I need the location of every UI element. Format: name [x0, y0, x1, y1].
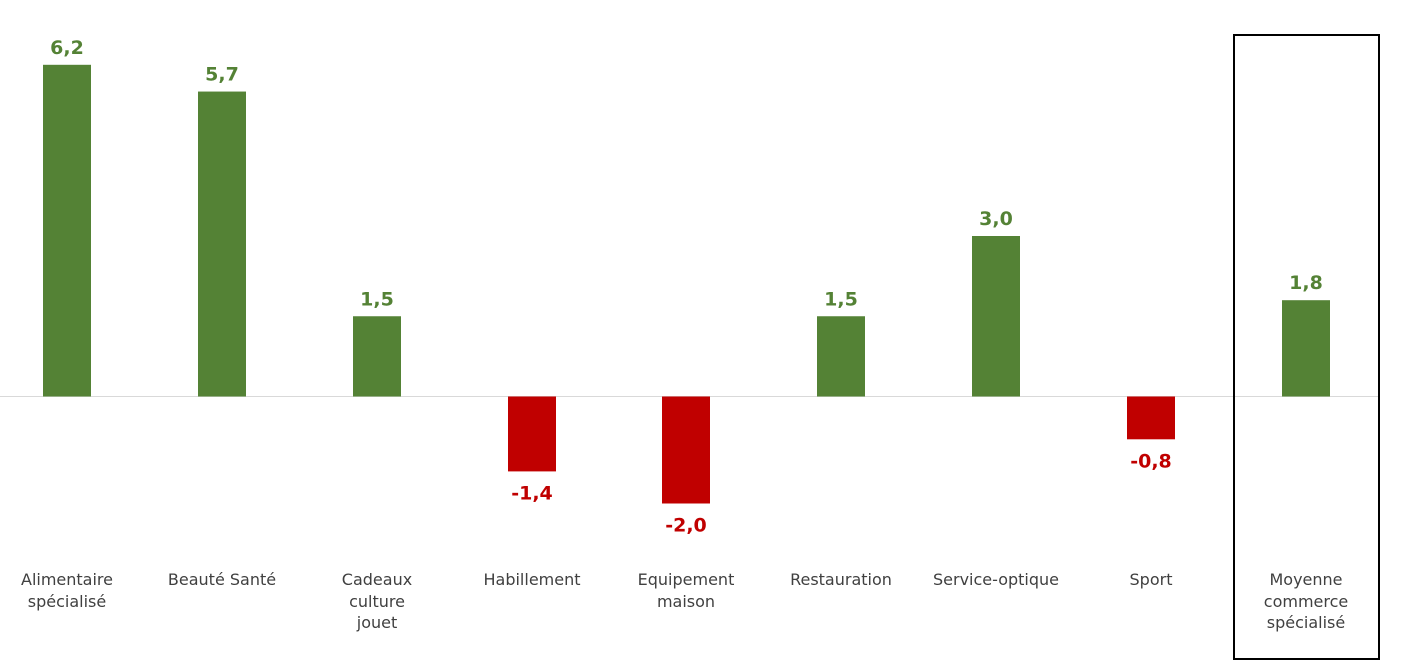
category-label: Service-optique: [921, 569, 1071, 591]
bar: [972, 236, 1020, 397]
value-label: 1,5: [360, 288, 394, 310]
category-label-line: Equipement: [637, 570, 735, 589]
average-highlight-box: [1233, 34, 1380, 660]
value-label: 3,0: [979, 208, 1013, 230]
value-label: 1,5: [824, 288, 858, 310]
category-label-line: culture: [349, 591, 405, 611]
bar: [43, 64, 91, 397]
bar: [817, 316, 865, 397]
value-label: 5,7: [205, 64, 239, 86]
category-label-line: Restauration: [790, 570, 892, 589]
value-label: -0,8: [1130, 450, 1172, 472]
bar: [1282, 300, 1330, 397]
category-label-line: spécialisé: [27, 591, 107, 611]
bars-group: [43, 64, 1330, 504]
bar: [508, 396, 556, 472]
category-label-line: Cadeaux: [341, 570, 413, 589]
category-label: Cadeaux culture jouet: [302, 569, 452, 634]
category-label-line: maison: [656, 591, 716, 611]
bar: [662, 396, 710, 504]
value-labels-group: 6,2 5,7 1,5 -1,4 -2,0 1,5 3,0 -0,8 1,8: [50, 37, 1323, 537]
category-label: Beauté Santé: [147, 569, 297, 591]
category-label-line: Habillement: [483, 570, 581, 589]
category-label: Restauration: [766, 569, 916, 591]
category-label: Sport: [1076, 569, 1226, 591]
value-label: 6,2: [50, 37, 84, 59]
category-label: Moyenne commerce spécialisé: [1231, 569, 1381, 634]
category-label-line: Beauté Santé: [167, 570, 277, 589]
category-label-line: Sport: [1129, 570, 1173, 589]
category-label: Equipement maison: [611, 569, 761, 612]
category-label: Habillement: [457, 569, 607, 591]
category-label-line: Alimentaire: [21, 570, 113, 589]
category-label-line: jouet: [356, 613, 398, 632]
bar: [1127, 396, 1175, 440]
category-label-line: Moyenne: [1269, 570, 1343, 589]
value-label: -2,0: [665, 515, 707, 537]
value-label: 1,8: [1289, 272, 1323, 294]
bar: [353, 316, 401, 397]
category-label-line: spécialisé: [1266, 613, 1346, 632]
value-label: -1,4: [511, 482, 553, 504]
bar: [198, 91, 246, 397]
category-label-line: Service-optique: [932, 570, 1059, 589]
category-label: Alimentaire spécialisé: [0, 569, 142, 612]
category-label-line: commerce: [1263, 591, 1349, 611]
